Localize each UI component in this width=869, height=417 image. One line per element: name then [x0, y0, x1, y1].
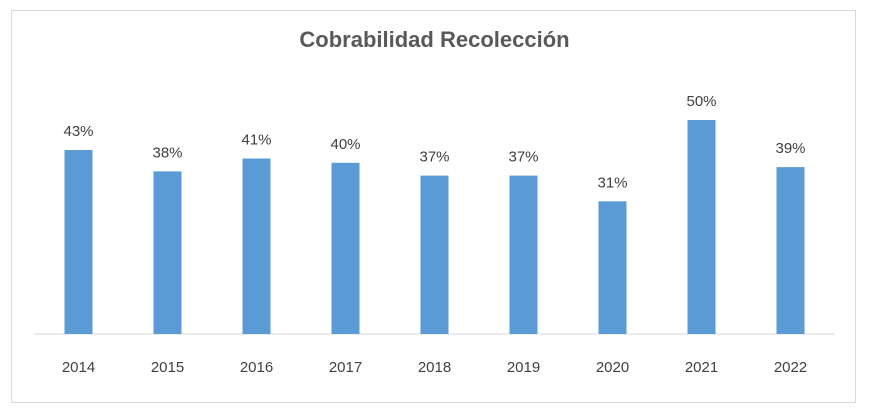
data-label-2014: 43% — [63, 123, 93, 140]
data-label-2018: 37% — [419, 149, 449, 166]
x-tick-label-2017: 2017 — [329, 359, 362, 376]
bar-2016 — [242, 158, 271, 334]
bar-2020 — [598, 201, 627, 334]
data-label-2017: 40% — [330, 136, 360, 153]
x-tick-label-2016: 2016 — [240, 359, 273, 376]
chart-title: Cobrabilidad Recolección — [299, 27, 570, 52]
data-label-2019: 37% — [508, 149, 538, 166]
bar-2017 — [331, 162, 360, 334]
x-tick-label-2021: 2021 — [685, 359, 718, 376]
x-tick-label-2018: 2018 — [418, 359, 451, 376]
bar-2021 — [687, 120, 716, 334]
data-label-2015: 38% — [152, 144, 182, 161]
bar-2022 — [776, 167, 805, 334]
bar-2015 — [153, 171, 182, 334]
data-label-2020: 31% — [597, 174, 627, 191]
x-tick-label-2015: 2015 — [151, 359, 184, 376]
data-label-2021: 50% — [686, 93, 716, 110]
data-label-2016: 41% — [241, 132, 271, 149]
data-label-2022: 39% — [775, 140, 805, 157]
bar-2018 — [420, 175, 449, 334]
bar-2014 — [64, 150, 93, 334]
x-tick-label-2020: 2020 — [596, 359, 629, 376]
x-tick-label-2014: 2014 — [62, 359, 95, 376]
x-tick-label-2022: 2022 — [774, 359, 807, 376]
bar-2019 — [509, 175, 538, 334]
x-tick-label-2019: 2019 — [507, 359, 540, 376]
